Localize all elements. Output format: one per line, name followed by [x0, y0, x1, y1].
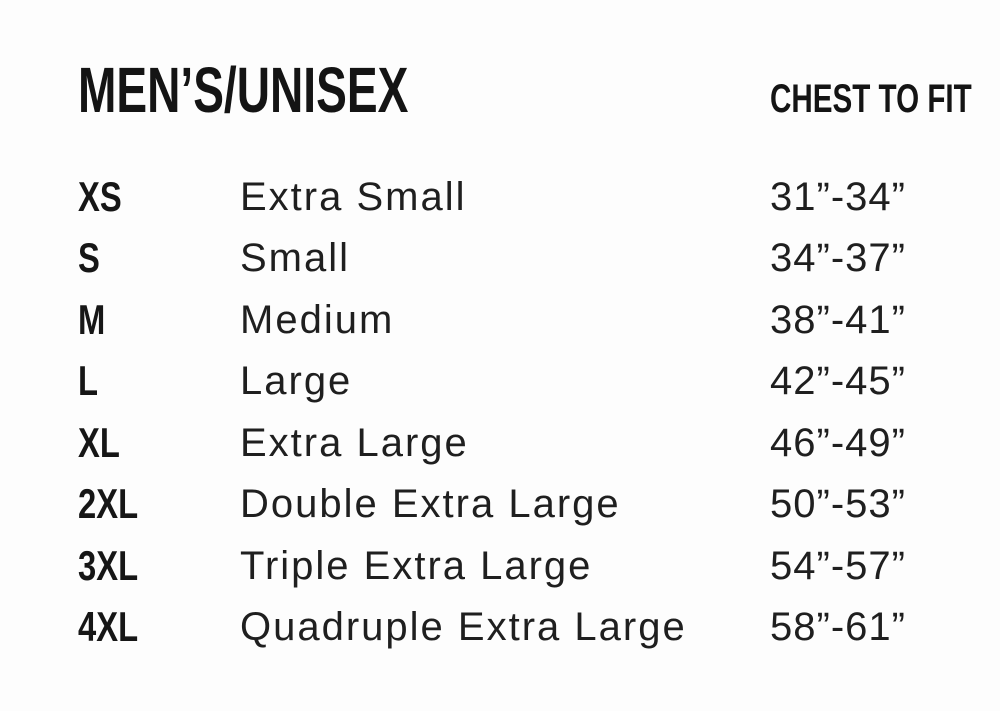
size-code-cell: M	[78, 295, 106, 343]
size-name-cell: Small	[240, 236, 351, 281]
size-code-cell: XL	[78, 418, 120, 466]
chest-range-cell: 46”-49”	[770, 420, 906, 465]
table-row-3xl: 3XL Triple Extra Large 54”-57”	[78, 535, 940, 597]
size-name-cell: Quadruple Extra Large	[240, 605, 687, 650]
size-name-cell: Medium	[240, 297, 395, 342]
size-chart-header: MEN’S/UNISEX CHEST TO FIT	[78, 58, 972, 122]
chest-range-cell: 31”-34”	[770, 174, 906, 219]
size-table: XS Extra Small 31”-34” S Small 34”-37” M…	[78, 166, 940, 658]
size-code-cell: S	[78, 234, 100, 282]
table-row-m: M Medium 38”-41”	[78, 289, 940, 351]
table-row-l: L Large 42”-45”	[78, 351, 940, 413]
size-code-cell: XS	[78, 172, 122, 220]
chest-range-cell: 50”-53”	[770, 482, 906, 527]
chest-range-cell: 38”-41”	[770, 297, 906, 342]
size-name-cell: Extra Small	[240, 174, 467, 219]
table-row-xl: XL Extra Large 46”-49”	[78, 412, 940, 474]
page-title: MEN’S/UNISEX	[78, 54, 409, 126]
size-name-cell: Double Extra Large	[240, 482, 621, 527]
table-row-xs: XS Extra Small 31”-34”	[78, 166, 940, 228]
size-code-cell: 3XL	[78, 541, 139, 589]
chest-to-fit-header-wrap: CHEST TO FIT	[770, 79, 1000, 119]
chest-range-cell: 42”-45”	[770, 359, 906, 404]
size-name-cell: Large	[240, 359, 353, 404]
chest-range-cell: 58”-61”	[770, 605, 906, 650]
size-code-cell: L	[78, 357, 99, 405]
table-row-4xl: 4XL Quadruple Extra Large 58”-61”	[78, 597, 940, 659]
size-code-cell: 4XL	[78, 603, 139, 651]
size-name-cell: Triple Extra Large	[240, 543, 593, 588]
size-code-cell: 2XL	[78, 480, 139, 528]
table-row-s: S Small 34”-37”	[78, 228, 940, 290]
chest-range-cell: 34”-37”	[770, 236, 906, 281]
page-title-wrap: MEN’S/UNISEX	[78, 58, 770, 122]
chest-to-fit-header: CHEST TO FIT	[770, 77, 972, 121]
size-name-cell: Extra Large	[240, 420, 469, 465]
chest-range-cell: 54”-57”	[770, 543, 906, 588]
table-row-2xl: 2XL Double Extra Large 50”-53”	[78, 474, 940, 536]
